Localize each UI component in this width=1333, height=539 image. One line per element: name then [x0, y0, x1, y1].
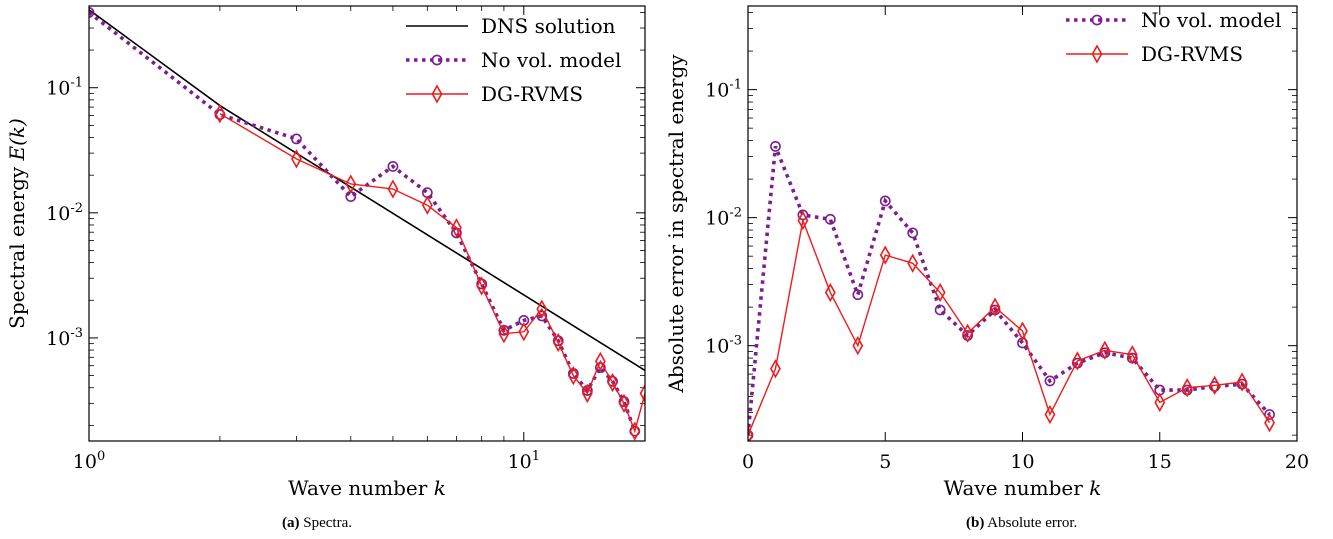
data-point	[879, 245, 891, 265]
data-point	[387, 179, 399, 199]
caption-b-tag: (b)	[966, 515, 985, 531]
data-point	[852, 336, 864, 356]
data-point	[552, 335, 564, 347]
plot-area	[748, 141, 1275, 441]
x-tick-label: 5	[879, 451, 891, 473]
data-point	[607, 372, 618, 393]
data-point	[907, 227, 919, 239]
data-point	[1264, 409, 1275, 420]
data-point	[1126, 345, 1138, 365]
y-tick-label: 10-3	[46, 326, 83, 350]
data-point	[214, 104, 226, 124]
data-point	[1044, 404, 1056, 425]
legend-marker	[431, 84, 443, 104]
data-point	[476, 276, 488, 296]
data-point	[581, 383, 593, 404]
x-tick-label: 10	[1010, 451, 1034, 473]
caption-a-text: Spectra.	[303, 515, 352, 531]
y-tick-label: 10-2	[46, 201, 83, 225]
x-tick-label: 101	[508, 449, 540, 473]
y-tick-label: 10-1	[46, 76, 83, 100]
legend-label: DG-RVMS	[481, 82, 583, 106]
data-point	[594, 351, 606, 371]
data-point	[552, 332, 564, 353]
data-point	[1071, 351, 1083, 371]
data-point	[1154, 392, 1166, 413]
data-point	[1236, 372, 1248, 392]
data-point	[1044, 375, 1056, 387]
data-point	[518, 322, 530, 342]
x-tick-label: 0	[742, 451, 754, 473]
data-point	[770, 141, 781, 152]
data-point	[291, 133, 302, 145]
data-point	[498, 324, 510, 344]
legend-marker	[431, 54, 443, 66]
x-axis-label: Wave number k	[944, 476, 1102, 500]
legend-label: No vol. model	[481, 48, 621, 72]
plot-frame	[88, 5, 646, 442]
data-point	[748, 425, 754, 441]
data-point	[567, 365, 579, 386]
y-axis-label: Spectral energy E(k)	[5, 118, 29, 329]
legend-label: DNS solution	[481, 14, 616, 38]
legend-label: DG-RVMS	[1141, 42, 1243, 66]
data-point	[1209, 375, 1221, 395]
data-point	[536, 299, 548, 319]
data-point	[639, 383, 645, 404]
data-point	[629, 421, 641, 441]
data-point	[451, 218, 462, 238]
y-tick-label: 10-3	[705, 334, 742, 358]
caption-b-text: Absolute error.	[987, 515, 1078, 531]
legend: No vol. model DG-RVMS	[1066, 8, 1281, 66]
legend-marker	[1091, 14, 1103, 26]
caption-b: (b) Absolute error.	[966, 515, 1077, 532]
legend: DNS solution No vol. model DG-RVMS	[406, 14, 621, 106]
data-point	[852, 289, 864, 301]
y-axis-label: Absolute error in spectral energy	[664, 54, 688, 394]
data-point	[879, 195, 891, 207]
series-line-dg-rvms	[748, 217, 1271, 436]
chart-spectra: 10-3 10-2 10-1 100 101 Wave number k Spectral …	[5, 5, 646, 500]
y-tick-label: 10-1	[705, 78, 742, 102]
x-tick-label: 100	[73, 449, 105, 473]
data-point	[618, 393, 630, 413]
y-tick-label: 10-2	[705, 206, 742, 230]
data-point	[345, 174, 357, 194]
x-tick-label: 15	[1148, 451, 1172, 473]
data-point	[1264, 413, 1275, 433]
data-point	[824, 282, 836, 303]
x-axis-label: Wave number k	[288, 476, 446, 500]
data-point	[1181, 378, 1193, 398]
data-point	[797, 210, 809, 231]
plot-area	[89, 7, 645, 441]
data-point	[962, 323, 974, 343]
data-point	[907, 253, 919, 273]
data-point	[387, 161, 399, 172]
legend-label: No vol. model	[1141, 8, 1281, 32]
data-point	[934, 304, 946, 316]
data-point	[824, 213, 836, 225]
x-tick-label: 20	[1285, 451, 1309, 473]
data-point	[770, 359, 781, 379]
data-point	[1099, 340, 1111, 360]
data-point	[934, 282, 946, 303]
caption-a: (a) Spectra.	[282, 515, 352, 532]
data-point	[421, 195, 433, 215]
data-point	[1017, 321, 1028, 341]
data-point	[291, 149, 302, 169]
caption-a-tag: (a)	[282, 515, 300, 531]
chart-abs_error: 10-3 10-2 10-1 0 5 10 15 20 Wave number k Absolut…	[664, 5, 1309, 500]
plot-frame	[747, 5, 1298, 442]
legend-marker	[1091, 44, 1103, 64]
data-point	[989, 297, 1001, 317]
series-line-no-vol-model	[89, 10, 637, 432]
